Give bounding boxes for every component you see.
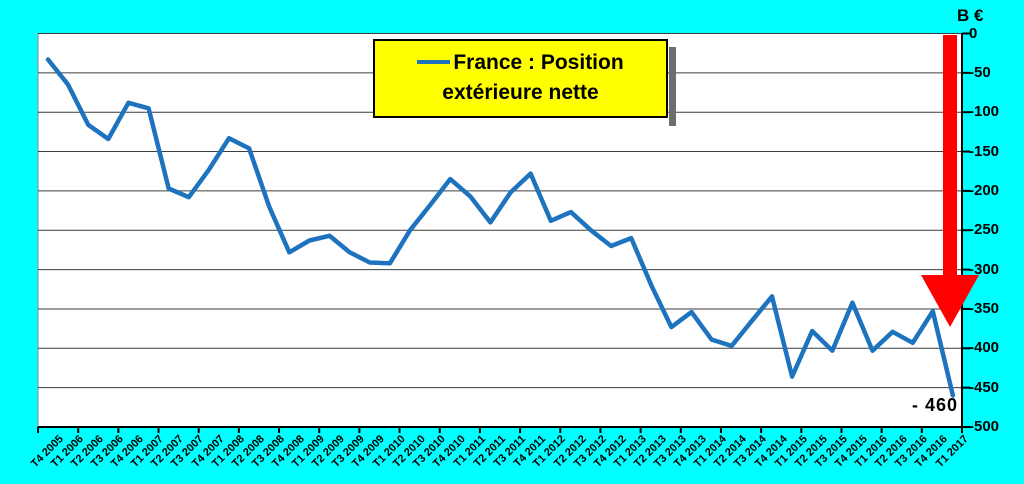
- y-tick-label: -300: [969, 260, 1000, 278]
- y-axis-unit-label: B €: [957, 6, 984, 25]
- y-tick-label: -200: [969, 181, 1000, 199]
- y-tick-label: 0: [969, 24, 978, 42]
- y-tick-label: -350: [969, 299, 1000, 317]
- legend-label-line1: France : Position: [453, 51, 624, 74]
- y-tick-label: -250: [969, 221, 1000, 239]
- data-series-line: [45, 57, 956, 398]
- legend-label-line2: extérieure nette: [442, 81, 599, 104]
- red-down-arrow-icon: [921, 35, 979, 327]
- legend-shadow: [669, 47, 676, 126]
- y-tick-label: -400: [969, 339, 1000, 357]
- y-tick-label: -50: [969, 63, 991, 81]
- y-tick-label: -500: [969, 418, 1000, 435]
- chart-legend: France : Position extérieure nette: [373, 39, 668, 118]
- y-tick-label: -450: [969, 378, 1000, 396]
- y-tick-label: -100: [969, 103, 1000, 121]
- legend-line-sample-icon: [417, 59, 451, 64]
- y-tick-label: -150: [969, 142, 1000, 160]
- last-value-annotation: - 460: [911, 395, 958, 415]
